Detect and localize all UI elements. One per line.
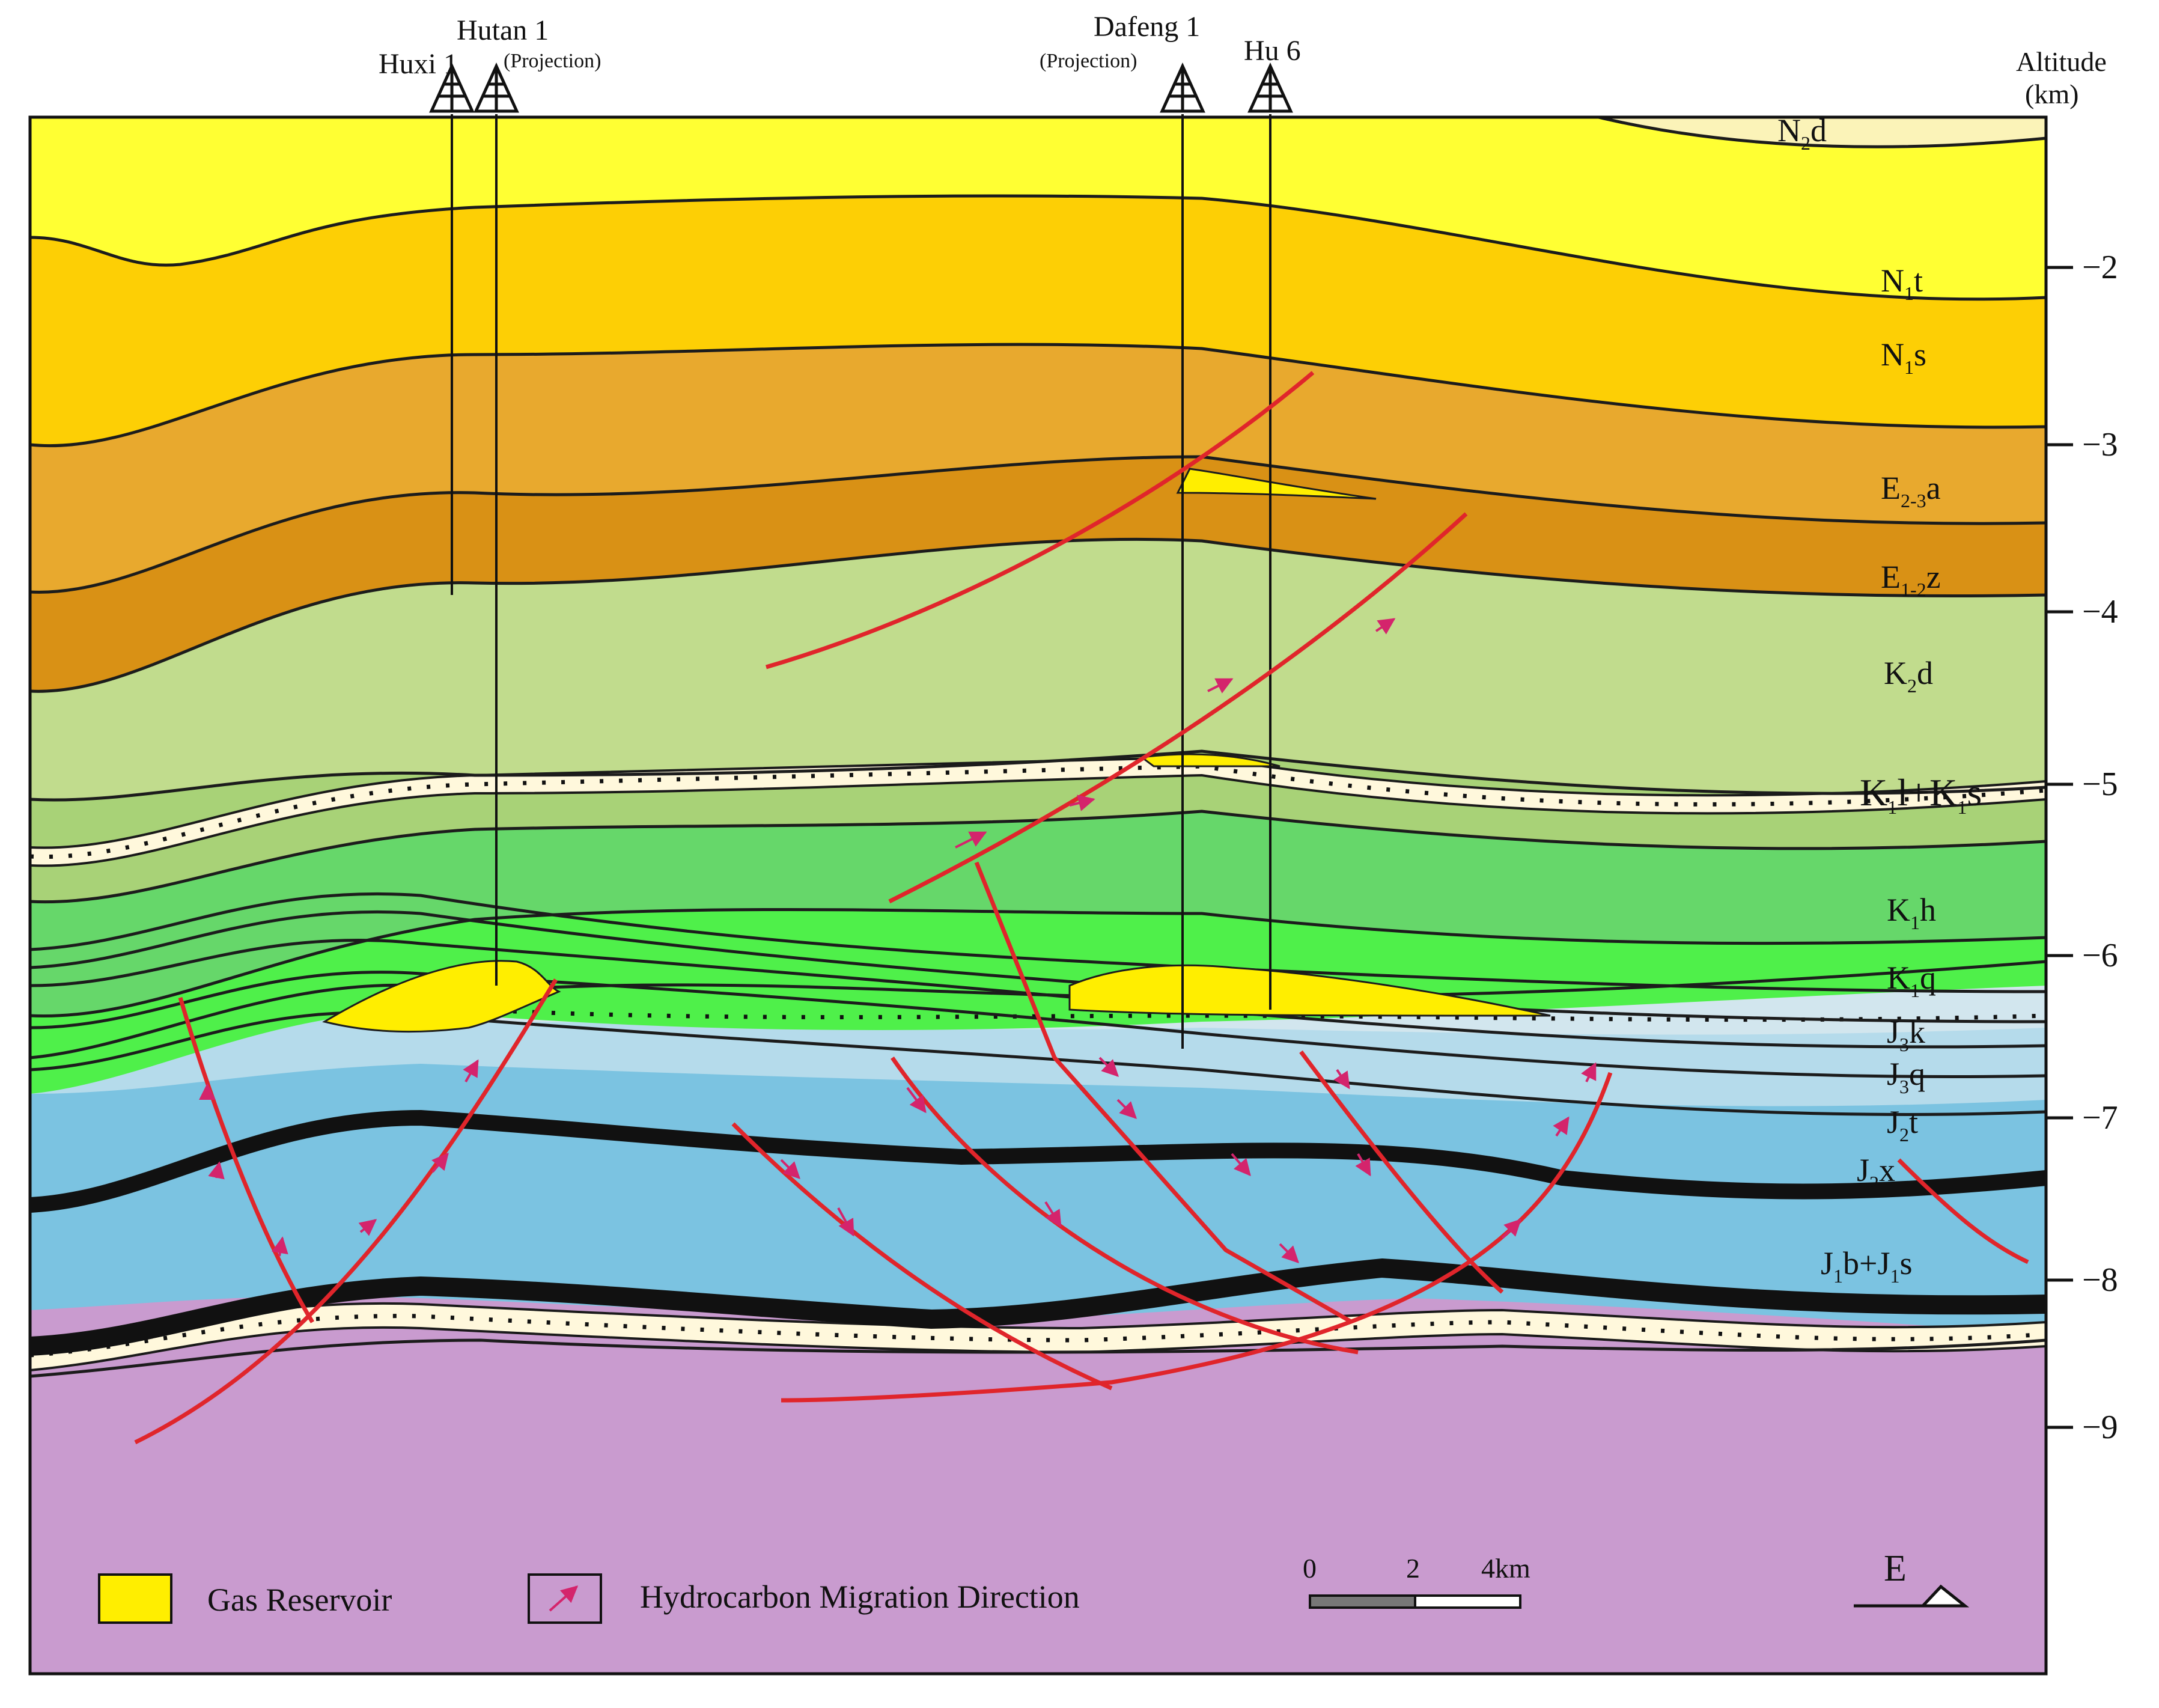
axis-tick-label: −3 (2082, 426, 2118, 463)
sand-band-upper (30, 755, 2046, 867)
formation-labels: N2d N1t N1s E2-3a E1-2z K2d K1l+K1s K1h K1q J3kJ3… (1777, 112, 1982, 1287)
well-label-dafeng-1: Dafeng 1 (1094, 11, 1200, 43)
formation-label: N1s (1881, 337, 1926, 378)
faults (134, 371, 2029, 1445)
direction-arrow-icon (1919, 1584, 1970, 1608)
depth-axis: −2 −3 −4 −5 −6 −7 −8 −9 (2044, 117, 2118, 1674)
direction-indicator: E (1854, 1548, 1970, 1608)
derrick-huxi-1-icon (429, 62, 475, 113)
scale-label-2: 2 (1406, 1553, 1420, 1584)
scale-bar: 0 2 4km (1303, 1553, 1530, 1609)
formation-label: J3k (1887, 1014, 1925, 1055)
layers (30, 117, 2046, 1674)
legend-migration-swatch (528, 1573, 602, 1624)
layer-N2d (1598, 117, 2046, 147)
derrick-hu-6-icon (1247, 62, 1293, 113)
formation-label: E1-2z (1881, 559, 1941, 600)
scale-label-4km: 4km (1481, 1553, 1530, 1584)
axis-tick-label: −5 (2082, 766, 2118, 803)
formation-boundaries (30, 117, 2046, 1378)
layer-K1q (30, 909, 2046, 1094)
formation-label: J3q (1887, 1056, 1925, 1097)
formation-label: K1q (1887, 960, 1936, 1001)
formation-label: E2-3a (1881, 470, 1941, 511)
formation-label: N1t (1881, 263, 1923, 304)
gas-reservoir-k1l (1139, 753, 1280, 767)
sand-band-lower (30, 1302, 2046, 1372)
well-bores (451, 114, 1271, 1049)
gas-reservoir-e23a (1176, 468, 1377, 500)
legend: Gas Reservoir Hydrocarbon Migration Dire… (98, 1573, 1080, 1624)
coal-seam-upper (30, 1109, 2046, 1213)
formation-label: N2d (1777, 112, 1827, 154)
layer-E1-2z (30, 457, 2046, 692)
well-note-dafeng-1: (Projection) (1040, 50, 1137, 72)
axis-tick-label: −4 (2082, 593, 2118, 630)
axis-unit: (km) (2025, 79, 2078, 109)
axis-title: Altitude (2016, 46, 2107, 77)
well-label-hutan-1: Hutan 1 (457, 14, 549, 46)
formation-label: J1b+J1s (1821, 1245, 1913, 1287)
formation-label: K1l+K1s (1860, 771, 1982, 818)
direction-label: E (1884, 1548, 1907, 1589)
layer-N1t (30, 117, 2046, 299)
legend-gas-swatch (98, 1573, 172, 1624)
migration-arrows (199, 618, 1597, 1263)
formation-label: J2x (1857, 1152, 1895, 1194)
dotted-line-lower (30, 1314, 2046, 1358)
layer-K1h (30, 811, 2046, 1016)
axis-tick-label: −2 (2082, 249, 2118, 286)
coal-seam-lower (30, 1258, 2046, 1356)
axis-tick-label: −7 (2082, 1099, 2118, 1136)
formation-label: J2t (1887, 1104, 1918, 1145)
scale-label-0: 0 (1303, 1553, 1317, 1584)
derrick-dafeng-1-icon (1160, 62, 1205, 113)
legend-gas-label: Gas Reservoir (207, 1582, 392, 1618)
well-note-hutan-1: (Projection) (504, 50, 601, 72)
well-derricks (429, 62, 1293, 113)
layer-N1s (30, 195, 2046, 446)
well-label-hu-6: Hu 6 (1244, 35, 1301, 67)
legend-migration-label: Hydrocarbon Migration Direction (640, 1579, 1080, 1615)
well-label-huxi-1: Huxi 1 (379, 48, 458, 80)
axis-tick-label: −8 (2082, 1261, 2118, 1299)
axis-tick-label: −6 (2082, 937, 2118, 974)
legend-migration-arrow-icon (549, 1585, 579, 1612)
axis-tick-label: −9 (2082, 1409, 2118, 1446)
layer-E2-3a (30, 344, 2046, 593)
formation-label: K2d (1884, 655, 1933, 697)
gas-reservoir-dafeng-deep (1068, 964, 1551, 1017)
layer-K2d (30, 539, 2046, 800)
derrick-hutan-1-icon (474, 62, 519, 113)
gas-reservoir-hutan (322, 960, 561, 1033)
formation-label: K1h (1887, 892, 1936, 933)
